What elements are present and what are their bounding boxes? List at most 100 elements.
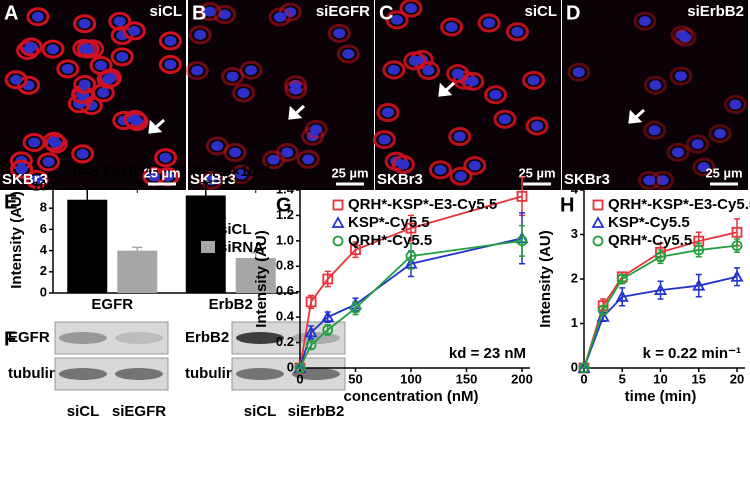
error-bar	[82, 188, 93, 200]
data-point	[597, 304, 609, 316]
cell-membrane	[376, 102, 400, 122]
cell-nucleus	[466, 76, 479, 87]
cell-membrane	[185, 61, 209, 81]
cell-membrane	[399, 0, 423, 18]
cell-membrane	[56, 59, 80, 79]
cell-nucleus	[78, 18, 91, 29]
cell-nucleus	[498, 114, 511, 125]
lane-label: siEGFR	[112, 403, 166, 420]
arrow	[438, 81, 456, 97]
arrow	[628, 108, 646, 124]
cell-membrane	[223, 143, 247, 163]
y-tick-label: 4	[40, 242, 48, 257]
data-point	[350, 244, 361, 256]
cell-membrane	[221, 66, 245, 86]
cell-nucleus	[273, 12, 286, 23]
data-point	[305, 339, 317, 351]
cell-nucleus	[527, 75, 540, 86]
error-bar	[408, 242, 414, 270]
legend-label: QRH*-Cy5.5	[348, 232, 432, 249]
cell-membrane	[708, 124, 732, 144]
error-bar	[519, 224, 525, 257]
y-tick-label: 1.0	[276, 232, 294, 247]
cell-nucleus	[203, 6, 216, 17]
cell-nucleus	[679, 32, 692, 43]
series-line	[299, 195, 523, 369]
cell-nucleus	[289, 84, 302, 95]
cell-nucleus	[218, 9, 231, 20]
blot-row-label: tubulin	[8, 365, 58, 382]
cell-membrane	[440, 17, 464, 37]
x-tick-label: ErbB2	[209, 296, 253, 313]
cell-nucleus	[245, 65, 258, 76]
p-value: P=3.6×10⁻⁴	[72, 163, 152, 180]
legend-label: QRH*-KSP*-E3-Cy5.5	[608, 196, 750, 213]
cell-membrane	[108, 11, 132, 31]
cell-nucleus	[511, 26, 524, 37]
blot-band	[236, 332, 284, 344]
fit-annotation: kd = 23 nM	[449, 345, 526, 362]
cell-nucleus	[638, 16, 651, 27]
error-bar	[250, 251, 261, 259]
legend-marker	[332, 199, 344, 211]
cell-membrane	[41, 39, 65, 59]
x-tick-label: 15	[692, 371, 706, 386]
cell-membrane	[268, 7, 292, 27]
legend-label: siCL	[219, 221, 252, 238]
cell-nucleus	[78, 79, 91, 90]
cell-membrane	[37, 152, 61, 172]
cell-nucleus	[116, 51, 129, 62]
cell-nucleus	[147, 171, 160, 182]
cell-membrane	[188, 25, 212, 45]
cell-membrane	[448, 127, 472, 147]
y-tick-label: 6	[40, 221, 47, 236]
cell-membrane	[670, 25, 694, 45]
cell-nucleus	[422, 65, 435, 76]
cell-nucleus	[310, 124, 323, 135]
cell-membrane	[372, 130, 396, 150]
legend-marker	[591, 216, 605, 228]
cell-nucleus	[129, 114, 142, 125]
legend-marker	[592, 199, 604, 211]
cell-membrane	[199, 170, 223, 190]
cell-nucleus	[159, 152, 172, 163]
bar	[235, 258, 276, 293]
lane-label: siCL	[67, 403, 100, 420]
cell-nucleus	[302, 154, 315, 165]
cell-membrane	[385, 10, 409, 30]
panel-letter: C	[379, 2, 393, 24]
blot-band	[59, 368, 107, 380]
legend-label: KSP*-Cy5.5	[608, 214, 690, 231]
cell-membrane	[686, 134, 710, 154]
data-point	[655, 251, 666, 263]
panel-letter: E	[4, 191, 17, 213]
cell-nucleus	[671, 147, 684, 158]
error-bar	[695, 273, 702, 298]
cell-nucleus	[61, 63, 74, 74]
cell-nucleus	[489, 89, 502, 100]
legend-label: QRH*-Cy5.5	[608, 232, 692, 249]
cell-membrane	[158, 31, 182, 51]
blot-row-label: tubulin	[185, 365, 235, 382]
arrow	[148, 118, 166, 134]
bar	[117, 250, 158, 293]
cell-membrane	[304, 119, 328, 139]
cell-nucleus	[397, 159, 410, 170]
cell-nucleus	[76, 148, 89, 159]
y-tick-label: 0	[571, 359, 578, 374]
y-tick-label: 2	[571, 270, 578, 285]
cell-nucleus	[15, 164, 28, 175]
x-axis-label: concentration (nM)	[344, 388, 479, 405]
cell-membrane	[484, 85, 508, 105]
y-tick-label: 8	[40, 200, 47, 215]
data-point	[692, 278, 706, 291]
treatment-label: siEGFR	[316, 3, 370, 20]
cell-nucleus	[113, 16, 126, 27]
data-point	[321, 310, 335, 323]
data-point	[731, 226, 743, 238]
cell-membrane	[692, 157, 716, 177]
panel-letter: G	[276, 194, 292, 216]
cell-nucleus	[691, 139, 704, 150]
cell-membrane	[477, 13, 501, 33]
bar	[67, 199, 108, 293]
